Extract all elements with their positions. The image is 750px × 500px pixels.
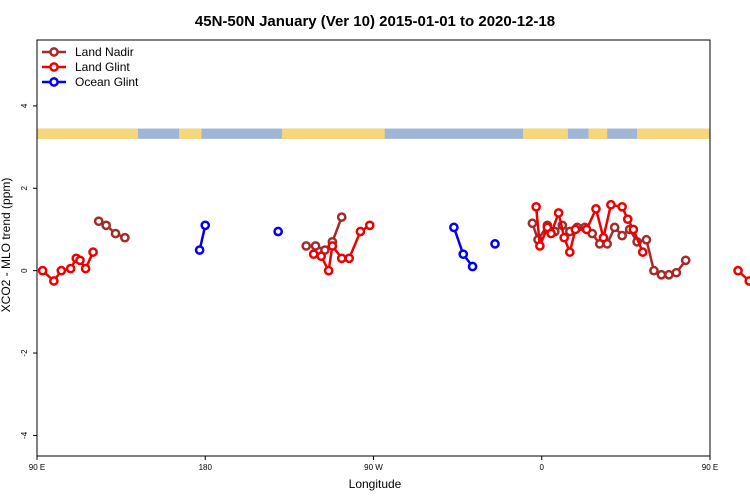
land-glint-point (323, 265, 334, 276)
land-glint-point (316, 251, 327, 262)
ocean-glint-point (194, 245, 205, 255)
legend-marker-land-glint (49, 62, 59, 72)
land-glint-point (559, 232, 570, 243)
y-tick-label: 4 (20, 103, 29, 108)
ocean-glint-point (467, 261, 478, 272)
x-tick-label: 90 W (364, 463, 383, 472)
land-nadir-point (609, 222, 620, 233)
land-glint-point (56, 265, 67, 276)
y-tick-label: -4 (20, 431, 29, 439)
ocean-glint-point (490, 239, 500, 249)
land-nadir-point (336, 212, 347, 222)
x-tick-label: 0 (540, 463, 545, 472)
land-glint-point (364, 220, 375, 231)
chart-title: 45N-50N January (Ver 10) 2015-01-01 to 2… (195, 13, 555, 30)
land-glint-point (591, 204, 601, 214)
land-glint-point (75, 255, 85, 266)
land-band (281, 128, 385, 139)
legend-label-land-glint: Land Glint (75, 60, 130, 74)
land-glint-point (88, 247, 98, 257)
land-glint-point (65, 263, 76, 274)
land-nadir-point (664, 269, 674, 280)
land-band (37, 128, 138, 139)
land-glint-point (535, 241, 545, 251)
land-glint-point (344, 253, 355, 264)
land-glint-point (622, 214, 633, 225)
land-nadir-point (671, 267, 682, 278)
x-tick-label: 180 (199, 463, 213, 472)
land-glint-point (598, 232, 609, 243)
ocean-glint-point (449, 222, 459, 233)
land-glint-point (37, 265, 48, 276)
land-glint-point (637, 247, 648, 257)
series-layer (37, 199, 750, 286)
land-nadir-point (301, 241, 312, 251)
land-nadir-point (110, 228, 121, 239)
land-band (637, 128, 710, 139)
legend-marker-ocean-glint (49, 77, 59, 87)
land-glint-point (628, 224, 639, 235)
land-nadir-point (120, 232, 130, 243)
land-glint-point (617, 201, 627, 212)
legend-marker-land-nadir (49, 47, 59, 57)
ocean-glint-line (452, 226, 474, 268)
y-tick-label: -2 (20, 349, 29, 357)
ocean-glint-point (273, 226, 284, 237)
y-tick-label: 2 (20, 186, 29, 191)
land-glint-point (733, 265, 743, 276)
legend-label-land-nadir: Land Nadir (75, 45, 134, 59)
land-nadir-point (93, 216, 104, 227)
land-nadir-point (310, 241, 321, 251)
land-glint-point (48, 276, 59, 286)
land-band (523, 128, 568, 139)
land-glint-point (546, 228, 556, 239)
land-glint-point (355, 226, 366, 237)
land-nadir-point (656, 269, 667, 280)
land-glint-point (564, 247, 575, 257)
land-glint-point (336, 253, 347, 264)
legend-label-ocean-glint: Ocean Glint (75, 75, 139, 89)
land-nadir-point (617, 230, 627, 241)
ocean-glint-point (200, 220, 211, 231)
x-tick-label: 90 E (29, 463, 45, 472)
land-band (179, 128, 202, 139)
land-glint-point (327, 241, 338, 251)
y-axis: -4 -2 0 2 4 (20, 103, 37, 439)
land-nadir-point (641, 234, 652, 245)
ocean-glint-point (458, 249, 469, 260)
land-nadir-point (649, 265, 659, 276)
land-glint-point (553, 208, 564, 218)
x-tick-label: 90 E (702, 463, 718, 472)
land-glint-point (80, 263, 91, 274)
y-tick-label: 0 (20, 268, 29, 273)
land-glint-point (570, 224, 581, 235)
land-glint-point (744, 276, 750, 286)
land-band (588, 128, 608, 139)
land-nadir-point (680, 255, 691, 266)
land-glint-point (531, 201, 541, 212)
land-glint-point (606, 199, 616, 210)
land-glint-point (581, 224, 592, 235)
x-axis-label: Longitude (349, 477, 402, 491)
land-nadir-point (101, 220, 112, 231)
land-glint-point (308, 249, 319, 260)
land-ocean-strip (37, 128, 710, 139)
land-nadir-point (527, 218, 538, 229)
y-axis-label: XCO2 - MLO trend (ppm) (0, 178, 13, 313)
